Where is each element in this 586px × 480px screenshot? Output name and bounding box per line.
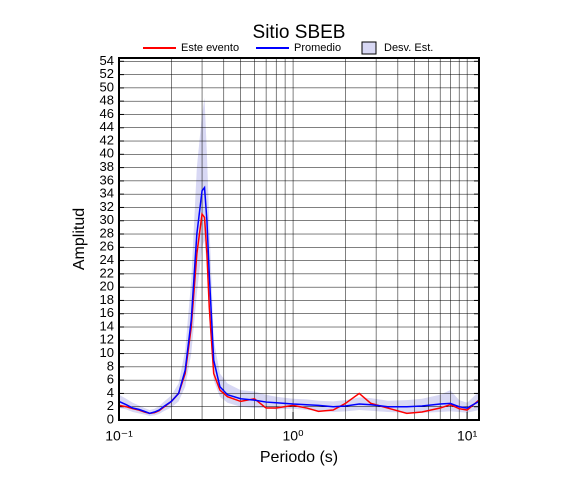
legend-label: Este evento xyxy=(181,42,239,54)
y-tick-label: 12 xyxy=(100,332,114,347)
y-tick-label: 32 xyxy=(100,199,114,214)
y-tick-label: 0 xyxy=(107,411,114,426)
x-axis-label: Periodo (s) xyxy=(260,449,338,466)
series-line xyxy=(118,185,480,415)
y-tick-label: 26 xyxy=(100,239,114,254)
y-tick-label: 14 xyxy=(100,318,114,333)
y-tick-label: 50 xyxy=(100,79,114,94)
y-tick-label: 22 xyxy=(100,265,114,280)
y-tick-label: 48 xyxy=(100,93,114,108)
y-axis-label: Amplitud xyxy=(71,208,88,270)
y-tick-label: 10 xyxy=(100,345,114,360)
y-tick-label: 28 xyxy=(100,225,114,240)
y-tick-label: 8 xyxy=(107,358,114,373)
y-tick-label: 36 xyxy=(100,172,114,187)
x-tick-label: 10¹ xyxy=(457,428,478,444)
y-tick-label: 6 xyxy=(107,372,114,387)
y-tick-label: 52 xyxy=(100,66,114,81)
y-tick-label: 34 xyxy=(100,186,114,201)
x-tick-label: 10⁰ xyxy=(282,428,304,444)
y-tick-label: 16 xyxy=(100,305,114,320)
y-tick-label: 24 xyxy=(100,252,114,267)
x-tick-label: 10⁻¹ xyxy=(105,428,133,444)
y-tick-label: 54 xyxy=(100,53,114,68)
y-tick-label: 30 xyxy=(100,212,114,227)
y-tick-label: 18 xyxy=(100,292,114,307)
legend-swatch xyxy=(361,41,377,55)
legend-label: Desv. Est. xyxy=(384,42,433,54)
chart-title: Sitio SBEB xyxy=(253,22,346,43)
y-tick-label: 44 xyxy=(100,119,114,134)
y-tick-label: 2 xyxy=(107,398,114,413)
plot-frame xyxy=(118,57,480,421)
legend-label: Promedio xyxy=(294,42,341,54)
y-tick-label: 42 xyxy=(100,132,114,147)
y-tick-label: 40 xyxy=(100,146,114,161)
y-tick-label: 38 xyxy=(100,159,114,174)
std-band xyxy=(119,97,479,417)
y-tick-label: 20 xyxy=(100,279,114,294)
y-tick-label: 4 xyxy=(107,385,114,400)
y-tick-label: 46 xyxy=(100,106,114,121)
